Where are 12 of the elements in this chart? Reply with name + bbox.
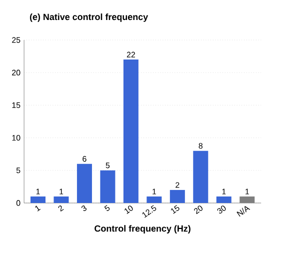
bar <box>216 196 232 203</box>
bar <box>146 196 162 203</box>
x-axis-title: Control frequency (Hz) <box>94 225 190 234</box>
bar <box>193 150 208 203</box>
bar <box>123 60 138 203</box>
bar <box>100 170 116 203</box>
chart-title: (e) Native control frequency <box>30 13 148 22</box>
bar <box>240 196 255 203</box>
bar <box>170 190 185 203</box>
bar <box>30 196 46 203</box>
bar <box>76 164 92 203</box>
bar <box>54 196 69 203</box>
